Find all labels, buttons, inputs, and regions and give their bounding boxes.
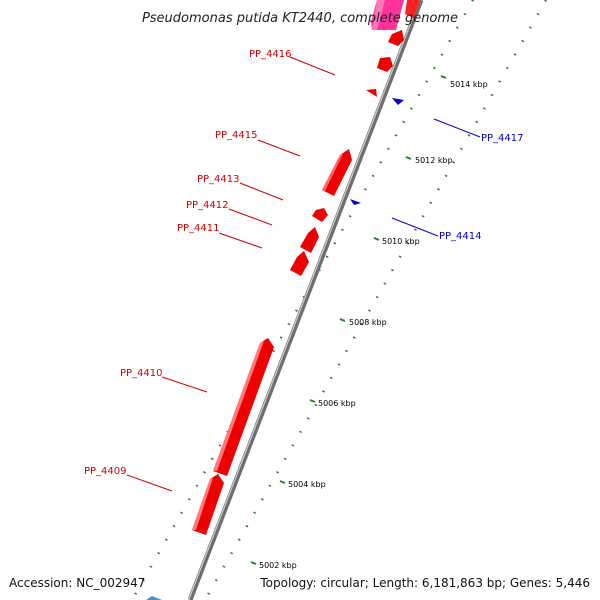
gene-label-pp-4412[interactable]: PP_4412 xyxy=(186,200,229,211)
tick-label-5008: 5008 kbp xyxy=(349,318,387,327)
scale-tick xyxy=(250,561,257,565)
gene-label-pp-4410[interactable]: PP_4410 xyxy=(120,368,163,379)
gene-label-pp-4416[interactable]: PP_4416 xyxy=(249,49,292,60)
gene-label-pp-4409[interactable]: PP_4409 xyxy=(84,466,127,477)
gene-arrow-pp-4413 xyxy=(312,208,328,222)
gene-feature-top-b xyxy=(377,57,393,72)
tick-label-5004: 5004 kbp xyxy=(288,480,326,489)
gene-arrow-pp-4412 xyxy=(300,227,319,253)
tick-label-5006: 5006 kbp xyxy=(318,399,356,408)
genome-summary-text: Topology: circular; Length: 6,181,863 bp… xyxy=(259,576,590,590)
gene-label-pp-4415[interactable]: PP_4415 xyxy=(215,130,258,141)
gene-label-pp-4411[interactable]: PP_4411 xyxy=(177,223,220,234)
gene-arrow-pp-4414 xyxy=(350,199,361,205)
scale-tick xyxy=(309,399,316,403)
gene-label-pp-4413[interactable]: PP_4413 xyxy=(197,174,240,185)
bottom-feature xyxy=(146,596,162,600)
gene-arrow-pp-4409 xyxy=(192,474,224,535)
scale-tick xyxy=(440,75,447,79)
gene-arrow-pp-4409-shade xyxy=(192,478,213,530)
gene-arrow-pp-4410 xyxy=(213,338,274,476)
top-feature-pink-highlight xyxy=(372,0,385,30)
scale-tick xyxy=(279,480,286,484)
gene-feature-top-a xyxy=(388,30,404,46)
gene-arrow-pp-4417 xyxy=(392,98,404,105)
tick-label-5014: 5014 kbp xyxy=(450,80,488,89)
gene-arrow-pp-4415-shade xyxy=(322,154,343,191)
tick-label-5002: 5002 kbp xyxy=(259,561,297,570)
reverse-leader-lines xyxy=(391,118,481,237)
forward-leader-lines xyxy=(126,56,336,492)
gene-feature-small xyxy=(366,89,377,97)
scale-tick xyxy=(373,237,380,241)
gene-arrow-pp-4411 xyxy=(290,251,309,276)
accession-text: Accession: NC_002947 xyxy=(9,576,145,590)
left-tick-track xyxy=(130,0,475,600)
top-feature-red xyxy=(405,0,420,18)
scale-tick xyxy=(339,318,346,322)
genome-backbone-highlight xyxy=(188,0,421,600)
gene-arrow-pp-4415 xyxy=(322,149,352,196)
gene-label-pp-4414[interactable]: PP_4414 xyxy=(439,231,482,242)
scale-ticks xyxy=(250,75,447,565)
scale-tick xyxy=(405,156,412,160)
genome-backbone xyxy=(187,0,424,600)
gene-arrow-pp-4410-shade xyxy=(213,341,264,471)
genome-title: Pseudomonas putida KT2440, complete geno… xyxy=(142,11,458,26)
gene-label-pp-4417[interactable]: PP_4417 xyxy=(481,133,524,144)
tick-label-5012: 5012 kbp xyxy=(415,156,453,165)
tick-label-5010: 5010 kbp xyxy=(382,237,420,246)
